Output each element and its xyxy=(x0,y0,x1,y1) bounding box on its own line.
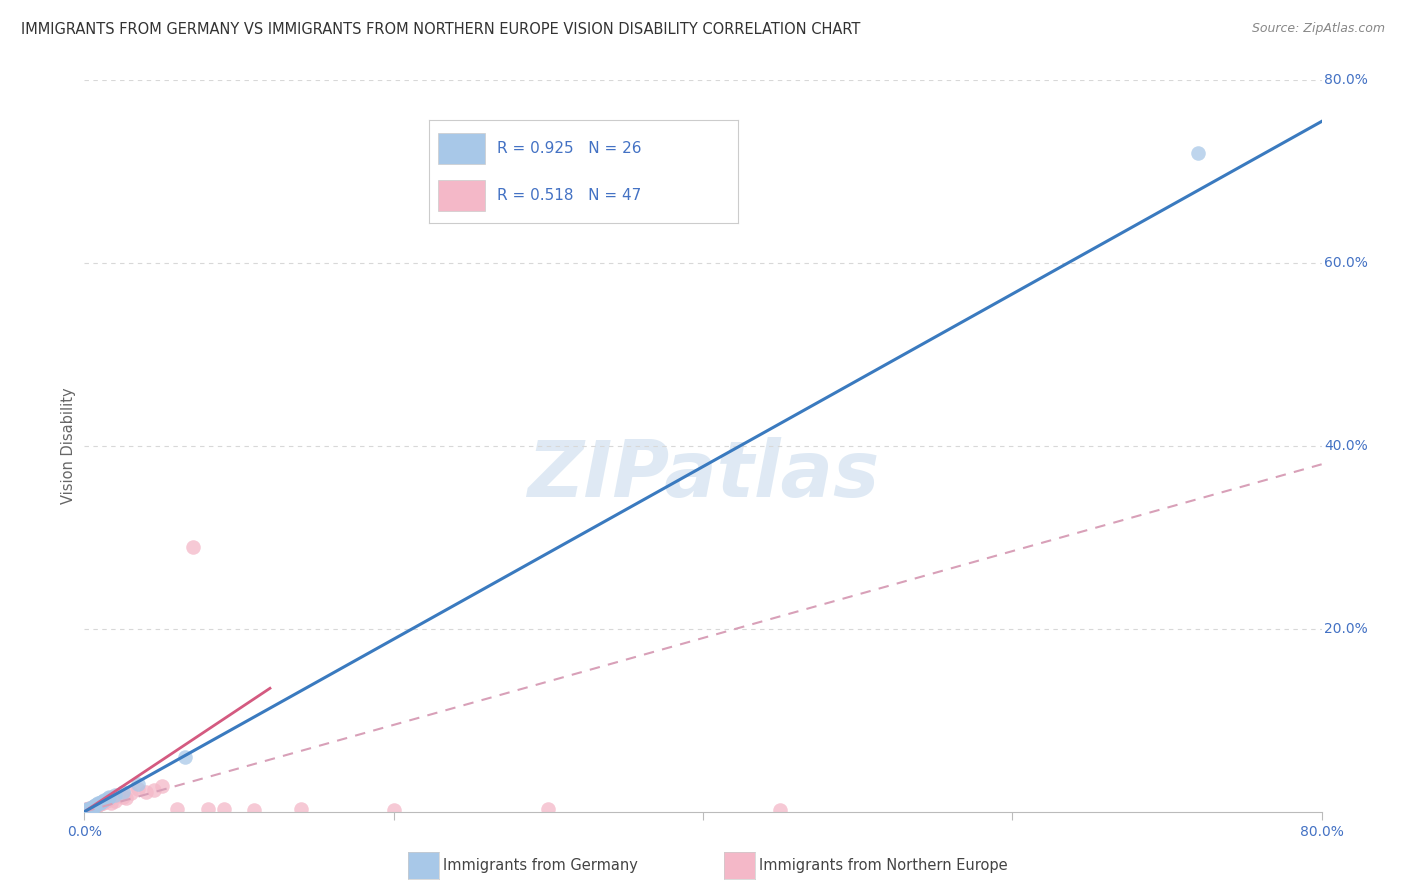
Point xyxy=(98,790,121,805)
Point xyxy=(174,749,197,764)
Point xyxy=(94,794,117,808)
Point xyxy=(90,797,112,811)
Point xyxy=(76,803,98,817)
Point xyxy=(101,790,124,805)
Point xyxy=(104,794,127,808)
Point xyxy=(82,801,104,815)
Point xyxy=(84,799,107,814)
Point xyxy=(96,793,118,807)
Point xyxy=(127,777,149,791)
Point xyxy=(112,790,135,805)
Point xyxy=(82,800,104,814)
Text: Source: ZipAtlas.com: Source: ZipAtlas.com xyxy=(1251,22,1385,36)
Point xyxy=(77,803,100,817)
Point xyxy=(84,800,107,814)
Point xyxy=(79,803,101,817)
Point xyxy=(75,804,97,818)
Text: R = 0.518   N = 47: R = 0.518 N = 47 xyxy=(496,188,641,202)
Point xyxy=(75,804,97,818)
Text: Immigrants from Germany: Immigrants from Germany xyxy=(443,858,638,872)
Point xyxy=(87,797,110,812)
Text: 60.0%: 60.0% xyxy=(1324,256,1368,270)
Point xyxy=(77,802,100,816)
Point xyxy=(100,796,122,810)
Point xyxy=(76,802,98,816)
Point xyxy=(77,802,100,816)
Point xyxy=(76,804,98,818)
Text: 20.0%: 20.0% xyxy=(1324,622,1368,636)
Point xyxy=(537,802,560,816)
Point xyxy=(112,784,135,798)
Point xyxy=(769,803,792,817)
Text: Immigrants from Northern Europe: Immigrants from Northern Europe xyxy=(759,858,1008,872)
Point xyxy=(93,793,115,807)
Point xyxy=(290,802,312,816)
Point xyxy=(77,801,100,815)
Point xyxy=(91,794,114,808)
Text: 40.0%: 40.0% xyxy=(1324,439,1368,453)
Point xyxy=(243,803,266,817)
Point xyxy=(75,803,97,817)
Point xyxy=(83,801,105,815)
Point xyxy=(79,802,101,816)
Text: ZIPatlas: ZIPatlas xyxy=(527,437,879,513)
Point xyxy=(86,799,108,814)
Point xyxy=(89,797,111,812)
Bar xyxy=(439,180,485,211)
Point xyxy=(75,803,97,817)
Point xyxy=(83,800,105,814)
Point xyxy=(181,540,204,554)
Point xyxy=(87,797,110,811)
Point xyxy=(127,781,149,796)
Point xyxy=(90,795,112,809)
Point xyxy=(107,789,129,803)
Point xyxy=(120,787,142,801)
Point xyxy=(135,784,157,798)
Point xyxy=(382,803,405,817)
Point xyxy=(77,803,100,817)
Text: 80.0%: 80.0% xyxy=(1324,73,1368,87)
Point xyxy=(86,797,108,812)
Y-axis label: Vision Disability: Vision Disability xyxy=(60,388,76,504)
Text: R = 0.925   N = 26: R = 0.925 N = 26 xyxy=(496,141,641,155)
Point xyxy=(83,799,105,814)
Point xyxy=(115,791,138,805)
Point xyxy=(86,798,108,813)
Point xyxy=(91,796,114,810)
Point xyxy=(197,802,219,816)
Point xyxy=(104,789,127,803)
Point xyxy=(75,802,97,816)
Point xyxy=(84,798,107,813)
Point xyxy=(89,796,111,810)
Point xyxy=(143,782,166,797)
Point xyxy=(82,801,104,815)
Bar xyxy=(439,133,485,163)
Text: IMMIGRANTS FROM GERMANY VS IMMIGRANTS FROM NORTHERN EUROPE VISION DISABILITY COR: IMMIGRANTS FROM GERMANY VS IMMIGRANTS FR… xyxy=(21,22,860,37)
Point xyxy=(83,800,105,814)
Point xyxy=(93,795,115,809)
Point xyxy=(212,802,235,816)
Point xyxy=(96,791,118,805)
Point xyxy=(98,792,121,806)
Point xyxy=(76,803,98,817)
Point xyxy=(1187,146,1209,161)
Point xyxy=(79,802,101,816)
Point xyxy=(79,801,101,815)
Point xyxy=(150,779,173,793)
Point xyxy=(82,802,104,816)
Point xyxy=(166,802,188,816)
Point xyxy=(76,802,98,816)
